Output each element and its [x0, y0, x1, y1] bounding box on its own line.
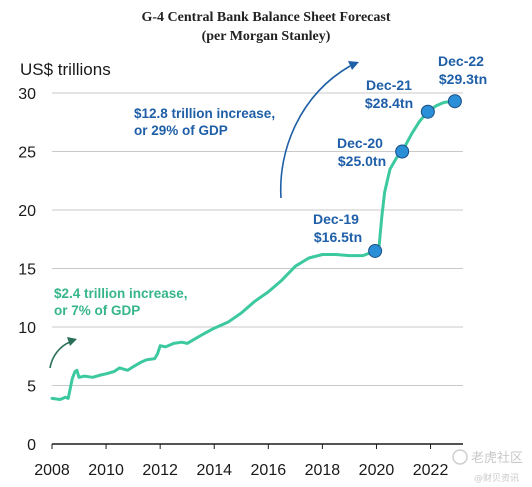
annotation-blue-line2: or 29% of GDP — [134, 123, 228, 138]
highlight-markers — [368, 94, 462, 258]
label-dec22-date: Dec-22 — [438, 53, 484, 69]
x-tick-label: 2012 — [142, 462, 178, 479]
y-tick-label: 30 — [18, 86, 36, 103]
curved-arrow-icon-green — [49, 341, 71, 369]
x-tick-label: 2016 — [251, 462, 287, 479]
label-dec20-value: $25.0tn — [338, 153, 386, 169]
highlight-marker — [395, 144, 410, 159]
x-tick-label: 2020 — [359, 462, 395, 479]
x-tick-label: 2014 — [196, 462, 232, 479]
highlight-marker — [420, 104, 435, 119]
watermark-sub: @财贝资讯 — [474, 472, 519, 484]
curved-arrow-icon-blue — [279, 65, 351, 199]
label-dec19-value: $16.5tn — [314, 229, 362, 245]
label-dec20-date: Dec-20 — [337, 135, 383, 151]
label-dec21-date: Dec-21 — [366, 77, 412, 93]
highlight-marker — [368, 243, 383, 258]
y-tick-label: 25 — [18, 145, 36, 162]
y-axis-ticks: 0 5 10 15 20 25 30 — [18, 86, 36, 454]
chart-title-block: G-4 Central Bank Balance Sheet Forecast … — [0, 8, 532, 46]
gridlines — [52, 92, 463, 386]
chart-subtitle: (per Morgan Stanley) — [201, 29, 331, 44]
watermark: 老虎社区 @财贝资讯 — [452, 449, 523, 484]
y-tick-label: 15 — [18, 262, 36, 279]
label-dec22-value: $29.3tn — [439, 71, 487, 87]
arrowhead-icon-green — [67, 337, 77, 346]
y-tick-label: 20 — [18, 203, 36, 220]
watermark-logo-icon — [452, 449, 468, 465]
x-tick-label: 2010 — [88, 462, 124, 479]
chart-title: G-4 Central Bank Balance Sheet Forecast — [141, 10, 391, 25]
x-tick-label: 2008 — [34, 462, 70, 479]
y-tick-label: 0 — [27, 437, 36, 454]
label-dec19-date: Dec-19 — [313, 211, 359, 227]
annotation-blue-line1: $12.8 trillion increase, — [134, 106, 275, 121]
y-axis-unit-label: US$ trillions — [20, 60, 111, 79]
x-tick-label: 2022 — [413, 462, 449, 479]
label-dec21-value: $28.4tn — [365, 95, 413, 111]
annotation-green-line2: or 7% of GDP — [54, 303, 140, 318]
y-tick-label: 10 — [18, 320, 36, 337]
annotation-green-line1: $2.4 trillion increase, — [54, 286, 188, 301]
x-tick-label: 2018 — [305, 462, 341, 479]
y-tick-label: 5 — [27, 379, 36, 396]
series-line — [50, 99, 457, 401]
x-axis-ticks: 2008 2010 2012 2014 2016 2018 2020 2022 — [34, 444, 448, 479]
highlight-marker — [447, 94, 462, 109]
watermark-main: 老虎社区 — [471, 450, 523, 466]
arrowhead-icon-blue — [348, 61, 359, 70]
